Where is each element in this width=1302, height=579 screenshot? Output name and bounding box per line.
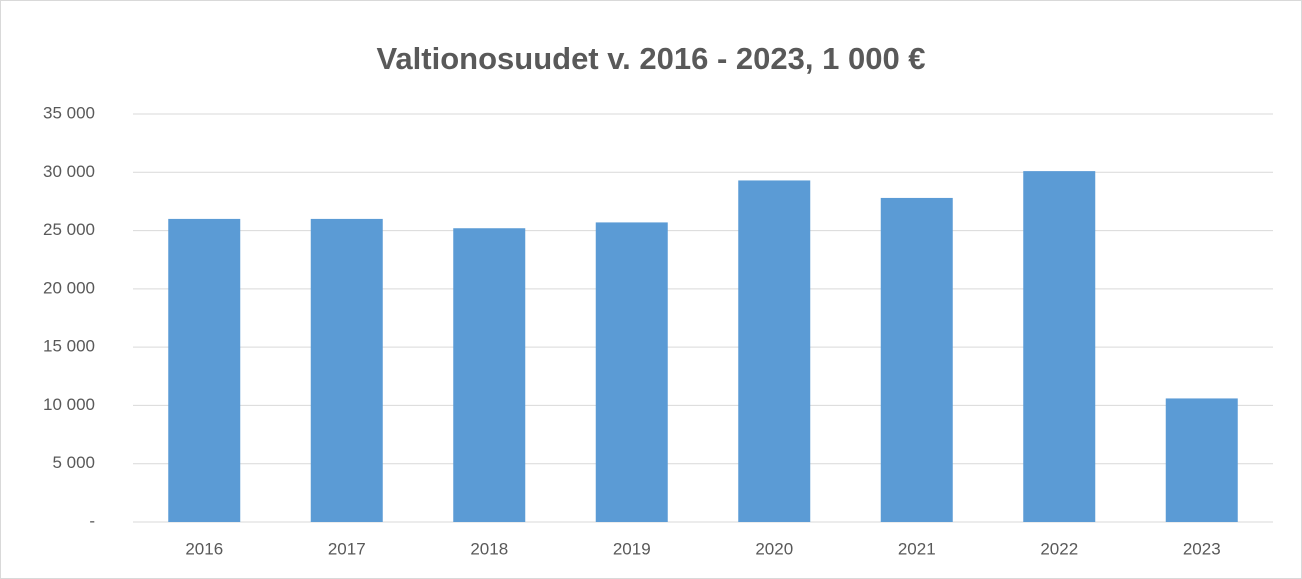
bar xyxy=(1165,398,1238,522)
y-tick-label: 5 000 xyxy=(52,453,95,472)
x-tick-label: 2022 xyxy=(1040,539,1078,558)
x-tick-label: 2017 xyxy=(328,539,366,558)
y-tick-label: 15 000 xyxy=(43,337,95,356)
x-tick-label: 2020 xyxy=(755,539,793,558)
x-tick-label: 2021 xyxy=(898,539,936,558)
bar xyxy=(880,197,953,522)
y-tick-label: - xyxy=(89,511,95,530)
bar xyxy=(453,228,526,523)
bar xyxy=(738,180,811,522)
bar xyxy=(310,218,383,522)
x-tick-label: 2018 xyxy=(470,539,508,558)
bar xyxy=(595,222,668,522)
y-tick-label: 25 000 xyxy=(43,220,95,239)
y-tick-label: 10 000 xyxy=(43,395,95,414)
bar xyxy=(1023,171,1096,522)
y-tick-label: 35 000 xyxy=(43,103,95,122)
x-tick-label: 2016 xyxy=(185,539,223,558)
y-tick-label: 30 000 xyxy=(43,162,95,181)
y-tick-label: 20 000 xyxy=(43,278,95,297)
bar xyxy=(168,218,241,522)
x-tick-label: 2019 xyxy=(613,539,651,558)
x-tick-label: 2023 xyxy=(1183,539,1221,558)
chart-title: Valtionosuudet v. 2016 - 2023, 1 000 € xyxy=(376,41,925,76)
